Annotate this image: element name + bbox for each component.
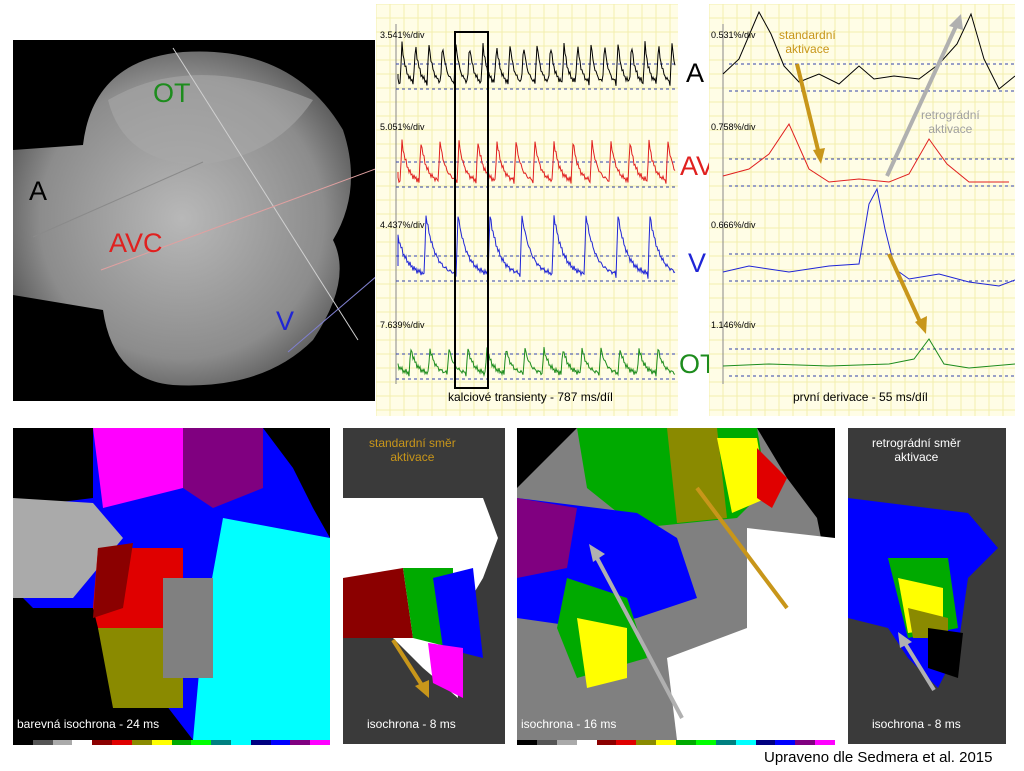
color-scale-swatch bbox=[536, 740, 557, 745]
isochrone-map-2 bbox=[343, 498, 498, 698]
transient-trace-2 bbox=[397, 215, 676, 280]
color-scale-swatch bbox=[616, 740, 637, 745]
v-probe-line bbox=[287, 276, 375, 353]
derivative-trace-3 bbox=[722, 338, 1015, 369]
avc-probe-line bbox=[100, 168, 375, 271]
transients-grid bbox=[376, 4, 678, 416]
transients-panel: 3.541%/div 5.051%/div 4.437%/div 7.639%/… bbox=[376, 4, 678, 416]
color-scale-swatch bbox=[151, 740, 172, 745]
color-scale-swatch bbox=[13, 740, 33, 745]
heart-image-panel: OT A AVC V bbox=[13, 40, 375, 401]
map-3-caption: isochrona - 16 ms bbox=[521, 717, 617, 731]
map-1-caption: barevná isochrona - 24 ms bbox=[17, 717, 160, 731]
color-scale-swatch bbox=[92, 740, 113, 745]
isochrone-map-4 bbox=[848, 498, 998, 692]
map-color-isochrone: barevná isochrona - 24 ms bbox=[13, 428, 330, 740]
avc-label: AVC bbox=[109, 228, 163, 258]
isochrone-map-1 bbox=[13, 428, 330, 740]
color-scale-swatch bbox=[755, 740, 776, 745]
derivative-caption: první derivace - 55 ms/díl bbox=[793, 390, 928, 404]
transient-scale-v: 4.437%/div bbox=[380, 220, 425, 230]
color-scale-swatch bbox=[211, 740, 231, 745]
map-4-caption: isochrona - 8 ms bbox=[872, 717, 961, 731]
color-scale-swatch bbox=[556, 740, 577, 745]
standard-activation-note: standardní aktivace bbox=[779, 28, 836, 56]
color-scale-swatch bbox=[596, 740, 617, 745]
color-scale-swatch bbox=[715, 740, 736, 745]
transients-caption: kalciové transienty - 787 ms/díl bbox=[448, 390, 613, 404]
transient-trace-0 bbox=[397, 41, 676, 86]
color-scale-bar-2 bbox=[517, 740, 835, 745]
color-scale-swatch bbox=[636, 740, 657, 745]
color-scale-bar bbox=[13, 740, 330, 745]
color-scale-swatch bbox=[795, 740, 816, 745]
color-scale-swatch bbox=[52, 740, 73, 745]
color-scale-swatch bbox=[131, 740, 152, 745]
ot-probe-line bbox=[172, 47, 359, 341]
highlight-window bbox=[454, 31, 489, 389]
map-2-title: standardní směr aktivace bbox=[369, 436, 456, 464]
a-probe-line bbox=[32, 161, 204, 238]
trace-label-av: AV bbox=[680, 151, 715, 181]
retrograde-arrow bbox=[885, 23, 959, 177]
map-retrograde-direction: retrográdní směr aktivace isochrona - 8 … bbox=[848, 428, 1006, 744]
credit-text: Upraveno dle Sedmera et al. 2015 bbox=[764, 749, 993, 766]
trace-label-v: V bbox=[688, 248, 707, 278]
transient-trace-3 bbox=[397, 346, 676, 378]
retrograde-activation-note: retrográdní aktivace bbox=[921, 108, 980, 136]
color-scale-swatch bbox=[775, 740, 796, 745]
color-scale-swatch bbox=[112, 740, 132, 745]
derivative-trace-2 bbox=[722, 187, 1015, 287]
ot-label: OT bbox=[153, 78, 191, 108]
a-label: A bbox=[29, 176, 48, 206]
color-scale-swatch bbox=[250, 740, 271, 745]
map-4-title: retrográdní směr aktivace bbox=[872, 436, 961, 464]
color-scale-swatch bbox=[815, 740, 835, 745]
color-scale-swatch bbox=[735, 740, 756, 745]
derivative-scale-a: 0.531%/div bbox=[711, 30, 756, 40]
transient-scale-a: 3.541%/div bbox=[380, 30, 425, 40]
color-scale-swatch bbox=[230, 740, 251, 745]
color-scale-swatch bbox=[290, 740, 311, 745]
color-scale-swatch bbox=[695, 740, 716, 745]
standard-arrow-upper bbox=[795, 63, 821, 155]
v-label: V bbox=[276, 306, 295, 336]
standard-arrow-upper-head bbox=[813, 148, 825, 164]
color-scale-swatch bbox=[32, 740, 53, 745]
color-scale-swatch bbox=[270, 740, 291, 745]
map-2-caption: isochrona - 8 ms bbox=[367, 717, 456, 731]
standard-arrow-lower-head bbox=[915, 316, 927, 334]
color-scale-swatch bbox=[576, 740, 597, 745]
map-16ms: isochrona - 16 ms bbox=[517, 428, 835, 740]
derivative-grid bbox=[709, 4, 1015, 416]
derivative-trace-0 bbox=[722, 10, 1015, 90]
color-scale-swatch bbox=[656, 740, 676, 745]
isochrone-map-3 bbox=[517, 428, 835, 740]
standard-arrow-lower bbox=[887, 253, 923, 325]
map-standard-direction: standardní směr aktivace isochrona - 8 m… bbox=[343, 428, 505, 744]
color-scale-swatch bbox=[310, 740, 330, 745]
color-scale-swatch bbox=[676, 740, 696, 745]
derivative-scale-v: 0.666%/div bbox=[711, 220, 756, 230]
color-scale-swatch bbox=[72, 740, 93, 745]
derivative-scale-ot: 1.146%/div bbox=[711, 320, 756, 330]
derivative-scale-av: 0.758%/div bbox=[711, 122, 756, 132]
retrograde-arrow-head bbox=[949, 14, 963, 30]
color-scale-swatch bbox=[191, 740, 212, 745]
color-scale-swatch bbox=[171, 740, 192, 745]
transient-scale-ot: 7.639%/div bbox=[380, 320, 425, 330]
trace-label-a: A bbox=[686, 58, 705, 88]
derivative-trace-1 bbox=[722, 122, 1009, 183]
color-scale-swatch bbox=[517, 740, 537, 745]
transient-trace-1 bbox=[397, 139, 676, 184]
transient-scale-av: 5.051%/div bbox=[380, 122, 425, 132]
heart-image bbox=[13, 47, 375, 386]
derivative-panel: 0.531%/div 0.758%/div 0.666%/div 1.146%/… bbox=[709, 4, 1015, 416]
